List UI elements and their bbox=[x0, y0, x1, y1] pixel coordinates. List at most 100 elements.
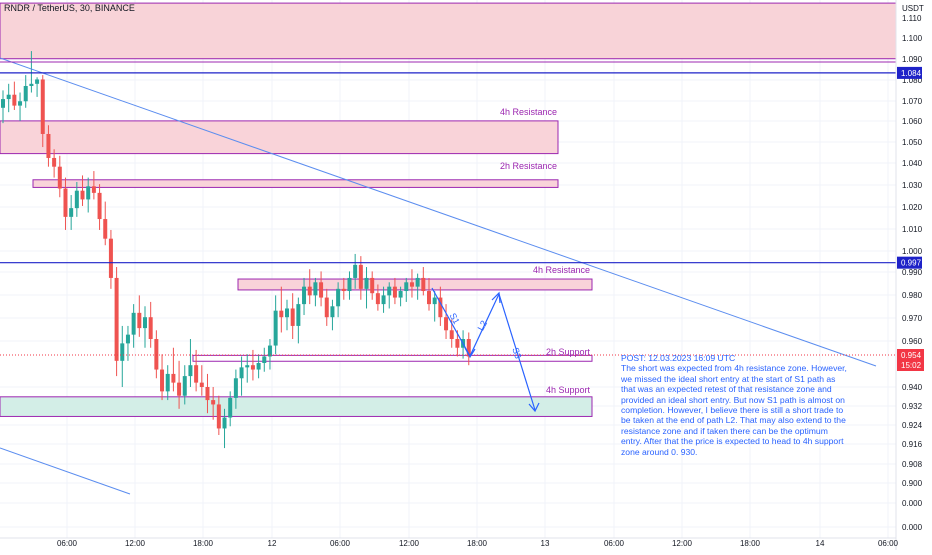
zone-box bbox=[237, 278, 593, 291]
candle-body bbox=[387, 286, 392, 296]
time-tick-label: 12:00 bbox=[672, 539, 693, 548]
candle-body bbox=[267, 345, 272, 357]
price-tick-label: 1.040 bbox=[902, 159, 923, 168]
candle-body bbox=[211, 400, 216, 405]
price-tick-label: 1.030 bbox=[902, 181, 923, 190]
candle-body bbox=[432, 297, 437, 305]
price-tick-label: 1.010 bbox=[902, 225, 923, 234]
candle-body bbox=[125, 334, 130, 344]
candle-body bbox=[12, 94, 17, 106]
price-tick-label: 0.960 bbox=[902, 337, 923, 346]
candle-body bbox=[427, 291, 431, 305]
time-tick-label: 13 bbox=[541, 539, 550, 548]
zone-label: 2h Resistance bbox=[500, 161, 557, 171]
candle-body bbox=[444, 317, 449, 331]
candle-body bbox=[336, 288, 341, 307]
candle-body bbox=[114, 277, 119, 361]
candle-body bbox=[188, 365, 193, 377]
candle-body bbox=[91, 186, 96, 193]
candle-body bbox=[239, 367, 244, 379]
candle-body bbox=[216, 404, 221, 429]
zone-label: 2h Support bbox=[546, 347, 591, 357]
current-price-badge bbox=[897, 349, 924, 371]
candle-body bbox=[404, 282, 409, 292]
candle-body bbox=[455, 339, 460, 348]
time-axis: 06:00 12:00 18:00 12 06:00 12:00 18:00 13 06:00 1… bbox=[0, 537, 899, 548]
time-tick-label: 12:00 bbox=[125, 539, 146, 548]
candle-body bbox=[296, 304, 301, 326]
price-tick-label: 1.090 bbox=[902, 55, 923, 64]
price-tick-label: 1.080 bbox=[902, 76, 923, 85]
price-tick-label: 1.000 bbox=[902, 247, 923, 256]
price-tick-label: 0.000 bbox=[902, 523, 923, 532]
zone-box bbox=[192, 354, 593, 362]
candle-body bbox=[205, 387, 210, 401]
time-tick-label: 06:00 bbox=[57, 539, 78, 548]
candle-body bbox=[108, 238, 113, 278]
price-tick-label: 1.050 bbox=[902, 138, 923, 147]
candle-body bbox=[222, 417, 227, 429]
price-tick-label: 1.070 bbox=[902, 97, 923, 106]
price-tick-label: 1.110 bbox=[902, 14, 922, 23]
candle-body bbox=[52, 157, 57, 167]
candle-body bbox=[171, 373, 176, 383]
candle-body bbox=[63, 188, 68, 217]
candle-body bbox=[154, 339, 159, 370]
time-tick-label: 06:00 bbox=[330, 539, 351, 548]
symbol-title: RNDR / TetherUS, 30, BINANCE bbox=[4, 3, 135, 13]
candle-body bbox=[250, 365, 255, 370]
candle-body bbox=[194, 365, 199, 383]
candle-body bbox=[199, 382, 204, 387]
price-level-badge-text: 1.084 bbox=[901, 69, 922, 78]
candle-body bbox=[290, 308, 295, 326]
current-price-text: 0.954 bbox=[901, 351, 922, 360]
candle-body bbox=[182, 376, 187, 396]
candle-body bbox=[148, 317, 153, 340]
candle-body bbox=[409, 282, 414, 287]
candle-body bbox=[353, 264, 358, 278]
candle-body bbox=[245, 365, 250, 368]
zone-box bbox=[32, 179, 559, 188]
candle-body bbox=[80, 190, 85, 200]
candle-body bbox=[143, 317, 147, 329]
candle-body bbox=[233, 378, 238, 398]
zone-label: 4h Support bbox=[546, 385, 591, 395]
candle-body bbox=[137, 312, 142, 329]
candle-body bbox=[74, 190, 79, 209]
candles bbox=[1, 51, 471, 449]
candle-body bbox=[392, 286, 397, 298]
candle-body bbox=[313, 282, 318, 296]
zone-box bbox=[0, 2, 897, 60]
candle-body bbox=[6, 94, 11, 100]
price-tick-label: 0.908 bbox=[902, 460, 923, 469]
candle-body bbox=[307, 286, 312, 296]
zone-box bbox=[0, 396, 593, 417]
candle-body bbox=[466, 339, 471, 357]
candle-body bbox=[415, 277, 420, 287]
candle-body bbox=[29, 83, 34, 86]
price-tick-label: 0.916 bbox=[902, 440, 923, 449]
grid bbox=[0, 0, 896, 538]
path-label: S1 bbox=[448, 311, 462, 325]
candle-body bbox=[449, 330, 454, 340]
price-level-badge bbox=[897, 256, 922, 269]
zone-label: 4h Resistance bbox=[500, 107, 557, 117]
candle-body bbox=[438, 297, 443, 318]
price-tick-label: 0.932 bbox=[902, 402, 923, 411]
price-tick-label: 0.970 bbox=[902, 314, 923, 323]
price-tick-label: 0.980 bbox=[902, 291, 923, 300]
time-tick-label: 12:00 bbox=[399, 539, 420, 548]
candle-body bbox=[273, 310, 278, 346]
price-tick-label: 1.060 bbox=[902, 117, 923, 126]
candle-body bbox=[1, 99, 5, 108]
price-tick-label: 0.940 bbox=[902, 383, 923, 392]
candle-body bbox=[398, 291, 403, 298]
descending-trendline bbox=[0, 57, 877, 367]
candle-body bbox=[341, 288, 346, 292]
path-label: L2 bbox=[476, 319, 490, 333]
price-tick-label: 0.924 bbox=[902, 421, 923, 430]
candle-body bbox=[370, 277, 375, 294]
post-text: POST: 12.03.2023 16:09 UTC The short was… bbox=[621, 353, 847, 457]
